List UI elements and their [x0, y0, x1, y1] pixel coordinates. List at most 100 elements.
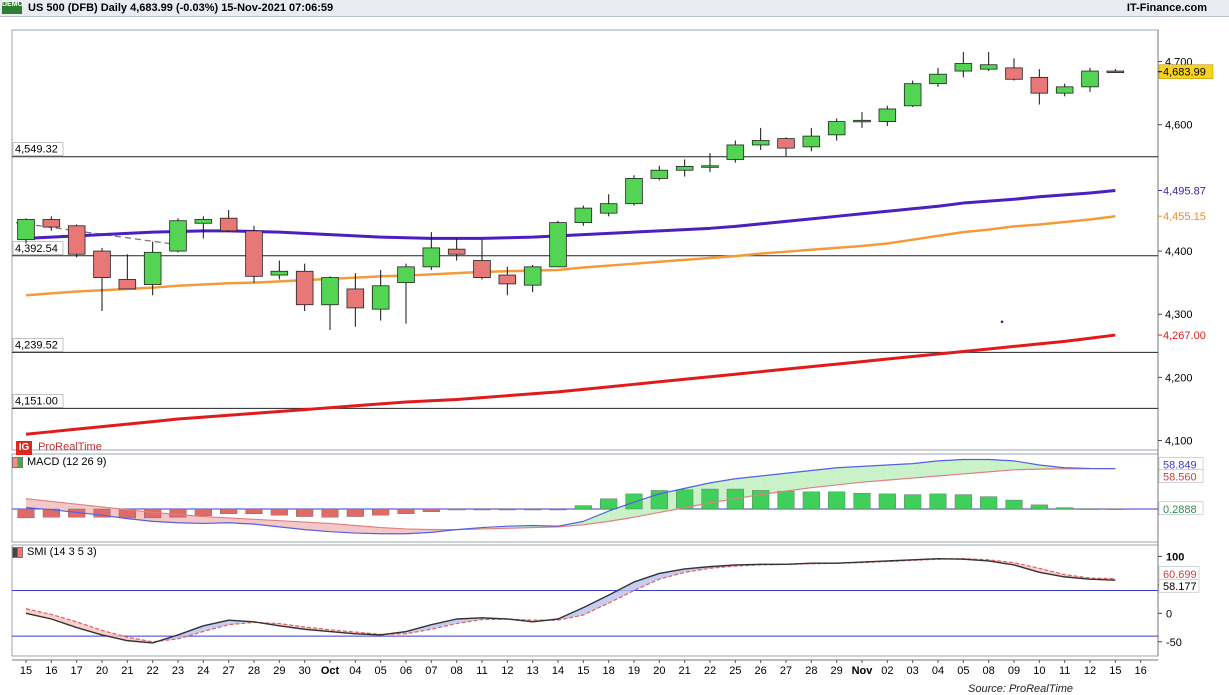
- candle-body-2: [68, 226, 85, 254]
- macd-hist-33: [854, 493, 871, 509]
- candle-body-35: [904, 84, 921, 106]
- macd-hist-39: [1006, 500, 1023, 509]
- candle-body-13: [347, 289, 364, 308]
- x-tick-label-42: 12: [1084, 665, 1096, 677]
- x-tick-label-11: 30: [299, 665, 311, 677]
- candle-body-37: [955, 63, 972, 71]
- last-value-label-1: 4,495.87: [1163, 186, 1206, 198]
- candle-body-19: [499, 275, 516, 284]
- last-value-label-3: 4,267.00: [1163, 330, 1206, 342]
- candle-body-25: [651, 170, 668, 178]
- x-tick-label-14: 05: [375, 665, 387, 677]
- macd-hist-40: [1031, 505, 1048, 509]
- smi-swatch-icon: [12, 547, 23, 558]
- x-tick-label-44: 16: [1135, 665, 1147, 677]
- macd-hist-7: [195, 509, 212, 516]
- candle-body-7: [195, 219, 212, 223]
- prorealtime-badge: IG ProRealTime: [16, 441, 102, 455]
- macd-hist-24: [626, 494, 643, 509]
- candle-body-36: [930, 74, 947, 83]
- y-tick-label-1: 4,600: [1165, 120, 1193, 132]
- x-tick-label-17: 08: [451, 665, 463, 677]
- macd-hist-38: [980, 497, 997, 509]
- macd-hist-41: [1056, 508, 1073, 509]
- macd-hist-37: [955, 495, 972, 509]
- candle-body-8: [220, 218, 237, 231]
- y-tick-label-3: 4,300: [1165, 309, 1193, 321]
- candle-body-41: [1056, 87, 1073, 93]
- x-tick-label-34: 02: [881, 665, 893, 677]
- macd-hist-23: [600, 499, 617, 509]
- candle-body-4: [119, 279, 136, 288]
- candle-body-14: [372, 286, 389, 309]
- macd-fill-31: [811, 468, 836, 488]
- x-tick-label-18: 11: [476, 665, 487, 677]
- smi-title: SMI (14 3 5 3): [27, 546, 97, 558]
- macd-hist-12: [322, 509, 339, 517]
- candle-body-16: [423, 248, 440, 267]
- candle-body-30: [778, 139, 795, 148]
- macd-fill-36: [938, 460, 963, 477]
- macd-hist-21: [550, 509, 567, 510]
- x-tick-label-38: 08: [983, 665, 995, 677]
- candle-body-11: [296, 271, 313, 304]
- candle-body-38: [980, 65, 997, 69]
- candle-body-17: [448, 249, 465, 254]
- x-tick-label-15: 06: [400, 665, 412, 677]
- x-tick-label-33: Nov: [852, 665, 874, 677]
- macd-hist-22: [575, 506, 592, 509]
- macd-hist-17: [448, 509, 465, 510]
- level-label-2: 4,239.52: [15, 339, 58, 351]
- candle-body-40: [1031, 77, 1048, 93]
- candle-body-15: [398, 267, 415, 283]
- ig-logo-icon: IG: [16, 441, 32, 455]
- macd-hist-9: [246, 509, 263, 514]
- x-tick-label-16: 07: [425, 665, 437, 677]
- x-tick-label-27: 22: [704, 665, 716, 677]
- level-label-3: 4,151.00: [15, 395, 58, 407]
- x-tick-label-3: 20: [96, 665, 108, 677]
- panel-frame-2: [12, 545, 1158, 656]
- macd-hist-30: [778, 491, 795, 509]
- level-label-1: 4,392.54: [15, 243, 58, 255]
- x-tick-label-21: 14: [552, 665, 564, 677]
- x-tick-label-37: 05: [957, 665, 969, 677]
- macd-fill-34: [887, 464, 912, 481]
- macd-hist-0: [18, 509, 35, 518]
- candle-body-28: [727, 145, 744, 160]
- x-tick-label-20: 13: [527, 665, 539, 677]
- x-tick-label-23: 18: [603, 665, 615, 677]
- candle-body-21: [550, 223, 567, 267]
- badge-label: ProRealTime: [38, 441, 102, 453]
- macd-hist-8: [220, 509, 237, 514]
- y-tick-label-5: 4,100: [1165, 436, 1193, 448]
- candle-body-22: [575, 208, 592, 223]
- source-footer: Source: ProRealTime: [968, 683, 1073, 695]
- x-tick-label-32: 29: [831, 665, 843, 677]
- macd-hist-14: [372, 509, 389, 515]
- macd-hist-27: [702, 489, 719, 509]
- macd-hist-25: [651, 490, 668, 509]
- candle-body-3: [94, 251, 111, 278]
- macd-hist-13: [347, 509, 364, 517]
- x-tick-label-2: 17: [71, 665, 83, 677]
- x-tick-label-22: 15: [577, 665, 589, 677]
- candle-body-34: [879, 109, 896, 122]
- x-tick-label-1: 16: [45, 665, 57, 677]
- candle-body-23: [600, 204, 617, 213]
- macd-hist-19: [499, 509, 516, 510]
- x-tick-label-8: 27: [223, 665, 235, 677]
- stray-dot: [1001, 320, 1004, 323]
- x-tick-label-35: 03: [907, 665, 919, 677]
- candle-body-24: [626, 178, 643, 203]
- macd-hist-42: [1082, 509, 1099, 510]
- candle-body-5: [144, 252, 161, 284]
- x-tick-label-40: 10: [1033, 665, 1045, 677]
- candle-body-29: [752, 141, 769, 145]
- x-tick-label-19: 12: [501, 665, 513, 677]
- smi-legend: SMI (14 3 5 3): [12, 546, 97, 558]
- y-tick-label-4: 4,200: [1165, 372, 1193, 384]
- macd-hist-34: [879, 494, 896, 509]
- candle-body-10: [271, 271, 288, 275]
